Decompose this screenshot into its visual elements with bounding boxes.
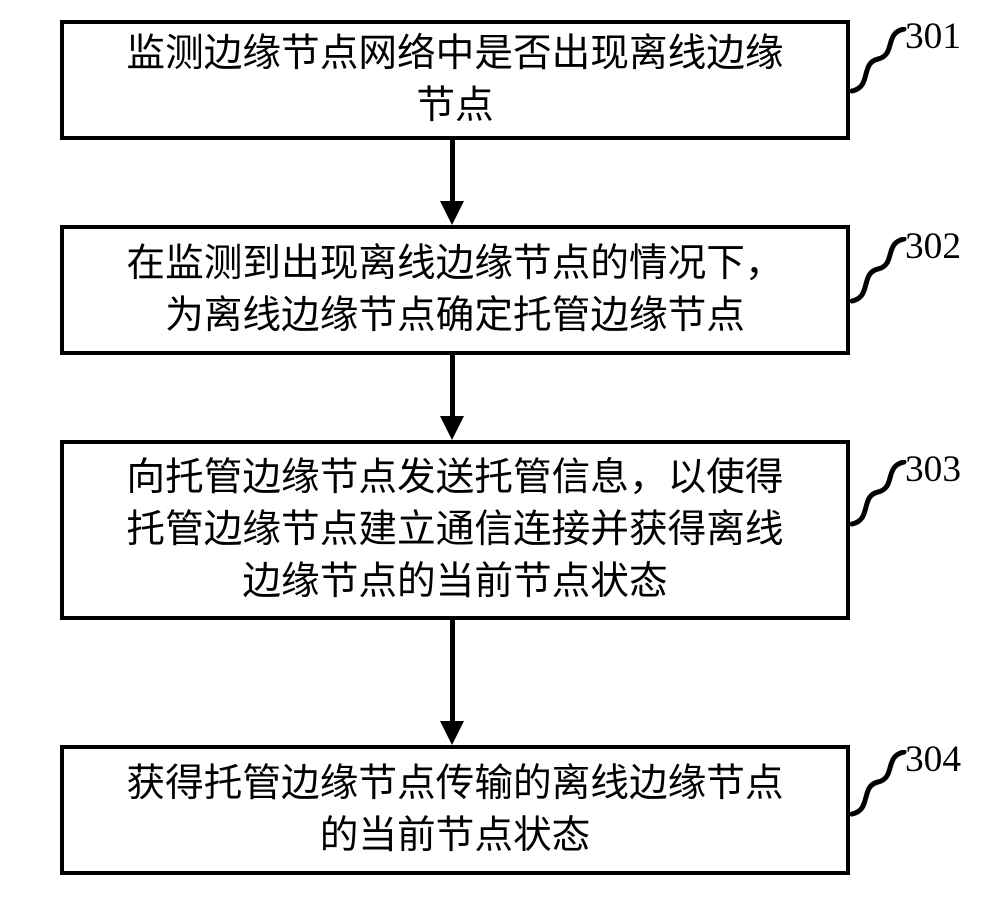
step-text-1: 监测边缘节点网络中是否出现离线边缘 节点 (126, 28, 783, 132)
leader-line-2 (850, 237, 908, 307)
step-label-3: 303 (905, 448, 961, 491)
arrow-shaft-1 (450, 140, 455, 201)
arrow-shaft-3 (450, 620, 455, 721)
step-text-3: 向托管边缘节点发送托管信息，以使得 托管边缘节点建立通信连接并获得离线 边缘节点… (126, 452, 783, 609)
arrow-head-3 (440, 721, 464, 745)
arrow-head-1 (440, 201, 464, 225)
leader-line-4 (850, 750, 908, 820)
arrow-head-2 (440, 416, 464, 440)
step-label-1: 301 (905, 15, 961, 58)
step-text-2: 在监测到出现离线边缘节点的情况下， 为离线边缘节点确定托管边缘节点 (126, 238, 783, 342)
leader-line-1 (850, 27, 908, 97)
step-box-3: 向托管边缘节点发送托管信息，以使得 托管边缘节点建立通信连接并获得离线 边缘节点… (60, 440, 850, 620)
step-box-2: 在监测到出现离线边缘节点的情况下， 为离线边缘节点确定托管边缘节点 (60, 225, 850, 355)
step-box-1: 监测边缘节点网络中是否出现离线边缘 节点 (60, 20, 850, 140)
step-box-4: 获得托管边缘节点传输的离线边缘节点 的当前节点状态 (60, 745, 850, 875)
step-label-4: 304 (905, 738, 961, 781)
arrow-shaft-2 (450, 355, 455, 416)
step-text-4: 获得托管边缘节点传输的离线边缘节点 的当前节点状态 (126, 758, 783, 862)
flowchart-canvas: 监测边缘节点网络中是否出现离线边缘 节点 301 在监测到出现离线边缘节点的情况… (0, 0, 1000, 922)
step-label-2: 302 (905, 225, 961, 268)
leader-line-3 (850, 460, 908, 530)
